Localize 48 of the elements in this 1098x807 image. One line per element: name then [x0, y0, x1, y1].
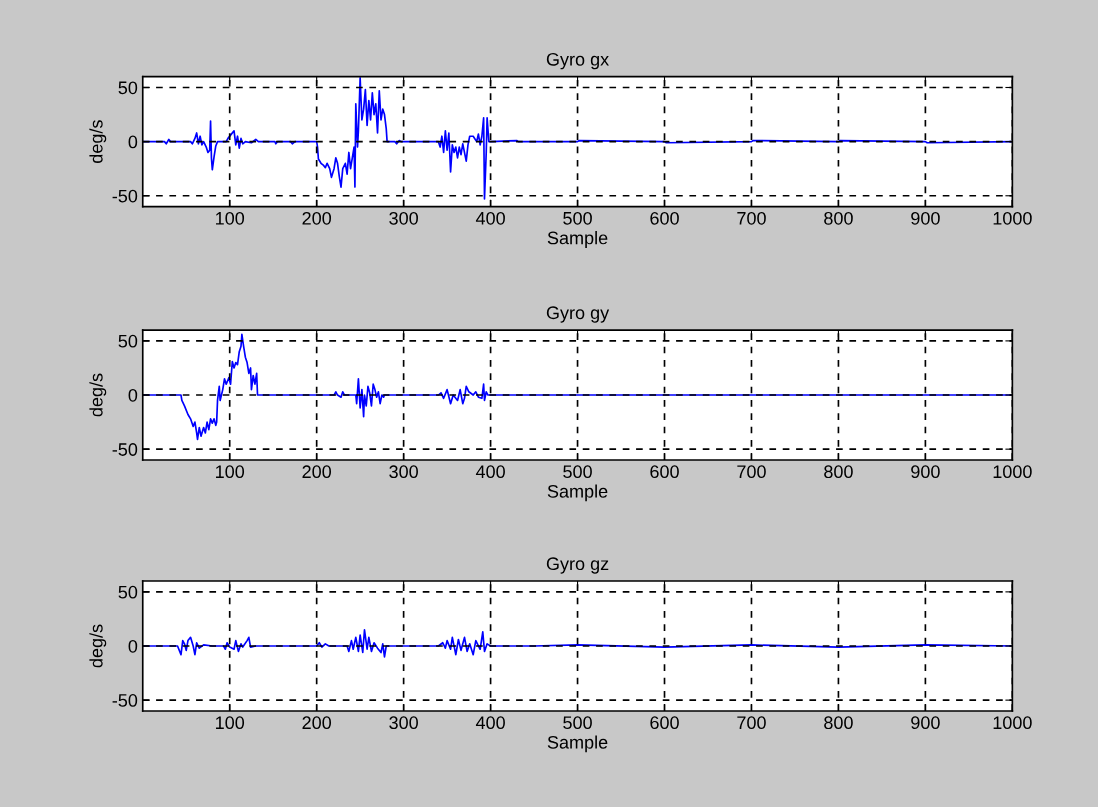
x-tick-label: 300	[389, 465, 418, 479]
x-tick-label: 100	[216, 211, 245, 225]
x-tick-label: 200	[302, 465, 332, 479]
x-tick-label: 400	[475, 716, 505, 730]
x-tick-label: 100	[216, 465, 245, 479]
x-tick-label: 500	[563, 465, 592, 479]
x-tick-label: 600	[650, 465, 679, 479]
x-tick-label: 900	[911, 211, 940, 225]
x-tick-label: 1000	[993, 465, 1032, 479]
x-tick-label: 800	[824, 465, 853, 479]
x-tick-label: 700	[737, 716, 766, 730]
x-tick-label: 300	[389, 716, 418, 730]
x-tick-label: 300	[389, 211, 418, 225]
x-tick-label: 500	[563, 211, 592, 225]
y-tick-label: -50	[112, 443, 138, 456]
chart-title: Gyro gz	[546, 557, 609, 574]
y-axis-title: deg/s	[89, 624, 107, 668]
x-tick-label: 100	[216, 716, 245, 730]
y-axis-title: deg/s	[89, 120, 107, 163]
y-tick-label: 0	[128, 388, 138, 402]
x-tick-label: 600	[650, 716, 679, 730]
x-tick-label: 900	[911, 716, 940, 730]
y-tick-label: -50	[112, 189, 138, 203]
y-tick-label: 50	[118, 334, 138, 348]
x-tick-label: 800	[824, 716, 853, 730]
chart-title: Gyro gy	[546, 306, 610, 323]
x-tick-label: 500	[563, 716, 592, 730]
x-tick-label: 200	[302, 716, 332, 730]
x-tick-label: 800	[824, 211, 853, 225]
y-tick-label: 0	[128, 135, 138, 149]
y-tick-label: -50	[112, 694, 138, 707]
x-tick-label: 900	[911, 465, 940, 479]
x-axis-title: Sample	[547, 735, 608, 753]
y-axis-title: deg/s	[89, 373, 107, 417]
y-tick-label: 50	[118, 81, 138, 95]
y-tick-label: 50	[118, 585, 138, 599]
x-tick-label: 700	[737, 211, 766, 225]
x-tick-label: 400	[475, 211, 505, 225]
x-tick-label: 600	[650, 211, 679, 225]
x-tick-label: 700	[737, 465, 766, 479]
x-tick-label: 200	[302, 211, 332, 225]
x-axis-title: Sample	[547, 484, 608, 502]
x-tick-label: 400	[475, 465, 505, 479]
chart-title: Gyro gx	[546, 52, 609, 70]
y-tick-label: 0	[128, 639, 138, 653]
x-tick-label: 1000	[993, 716, 1032, 730]
x-tick-label: 1000	[993, 211, 1032, 225]
x-axis-title: Sample	[547, 231, 608, 248]
